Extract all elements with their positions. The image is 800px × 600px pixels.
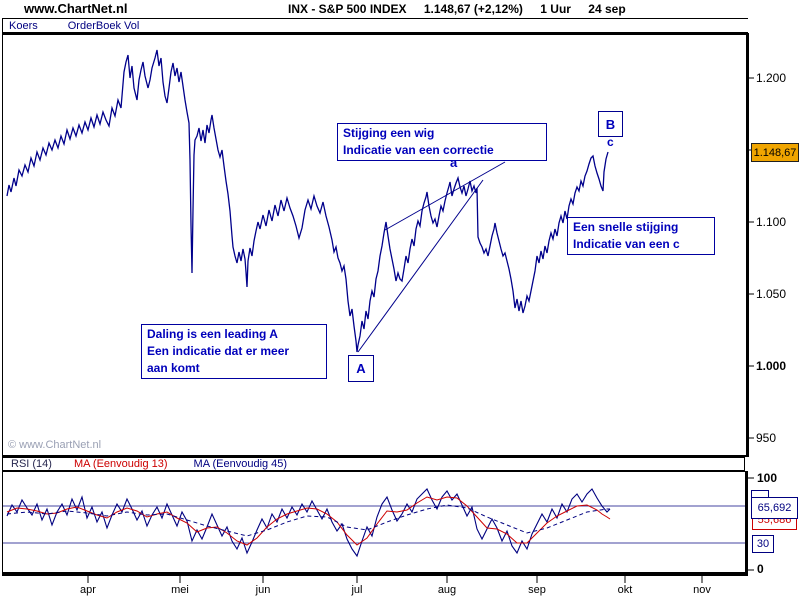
annotation-leading-a-box: Daling is een leading A Een indicatie da… [141,324,327,379]
month-label-apr: apr [80,584,96,596]
chart-header: INX - S&P 500 INDEX 1.148,67 (+2,12%) 1 … [288,2,640,16]
current-price-tag: 1.148,67 [751,143,799,162]
wave-label-c: c [607,135,614,149]
rsi-label-100: 100 [757,471,778,485]
month-label-jun: jun [255,584,271,596]
annotation-line: Stijging een wig [343,126,435,140]
rsi-label-0: 0 [757,562,764,576]
tab-orderboek-vol[interactable]: OrderBoek Vol [67,19,140,32]
annotation-line: Daling is een leading A [147,327,278,341]
month-label-nov: nov [693,584,711,596]
month-label-sep: sep [528,584,546,596]
rsi-indicator-panel [2,471,748,576]
yaxis-label-950: 950 [756,431,777,445]
annotation-wedge-box: Stijging een wig Indicatie van een corre… [337,123,547,161]
interval-label: 1 Uur [540,2,571,16]
month-label-jul: jul [351,584,363,596]
symbol-title: INX - S&P 500 INDEX [288,2,407,16]
wave-label-A: A [348,355,374,382]
month-label-okt: okt [617,584,633,596]
month-label-aug: aug [437,584,457,596]
yaxis-label-1100: 1.100 [756,215,787,229]
annotation-line: Indicatie van een correctie [343,143,494,157]
wave-label-B: B [598,111,623,137]
annotation-line: Een indicatie dat er meer [147,344,290,358]
yaxis-label-1200: 1.200 [756,71,787,85]
copyright-watermark: © www.ChartNet.nl [8,439,102,451]
site-title: www.ChartNet.nl [24,1,128,16]
legend-ma45: MA (Eenvoudig 45) [193,458,288,470]
annotation-line: Indicatie van een c [573,237,680,251]
yaxis-label-1050: 1.050 [756,287,787,301]
yaxis-label-1000: 1.000 [756,359,787,373]
legend-rsi: RSI (14) [11,458,52,470]
indicator-legend-bar: RSI (14) MA (Eenvoudig 13) MA (Eenvoudig… [2,457,745,471]
annotation-fast-rise-box: Een snelle stijging Indicatie van een c [567,217,715,255]
xaxis-month-ticks [87,576,703,583]
legend-ma13: MA (Eenvoudig 13) [73,458,168,470]
wave-label-a: a [450,155,458,170]
rsi-level-30-tag: 30 [752,535,774,553]
last-price-and-change: 1.148,67 (+2,12%) [423,2,523,16]
month-label-mei: mei [171,584,189,596]
rsi-value-tag: 65,692 [751,497,798,519]
date-label: 24 sep [588,2,626,16]
tab-bar: Koers OrderBoek Vol [2,18,748,33]
tab-koers[interactable]: Koers [9,19,38,32]
annotation-line: Een snelle stijging [573,220,679,234]
annotation-line: aan komt [147,361,200,375]
